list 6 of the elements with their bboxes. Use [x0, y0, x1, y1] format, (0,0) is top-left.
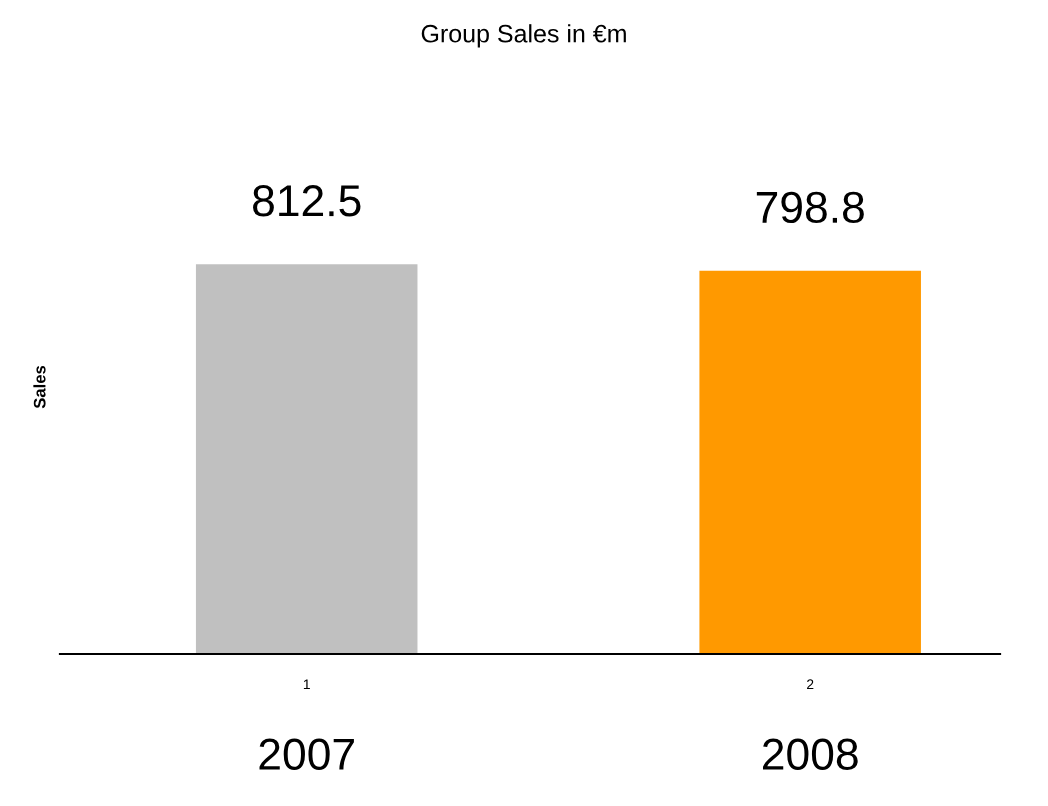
data-label: 798.8: [756, 191, 864, 224]
y-axis-title: Sales: [33, 365, 46, 409]
chart-title: Group Sales in €m: [421, 24, 626, 48]
text: 2007: [259, 738, 354, 770]
text: 2008: [762, 738, 858, 770]
data-label: 812.5: [253, 185, 361, 217]
